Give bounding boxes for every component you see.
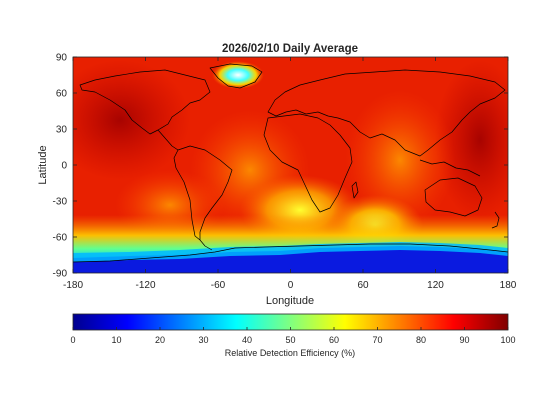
new-zealand-coastline (491, 211, 500, 229)
x-tick-label: -60 (211, 280, 226, 291)
south-america-coastline (173, 145, 233, 241)
colorbar-tick-label: 60 (329, 335, 339, 345)
y-tick-label: 0 (61, 161, 67, 172)
colorbar-tick-label: 50 (285, 335, 295, 345)
colorbar-tick-label: 80 (416, 335, 426, 345)
y-tick-label: 90 (56, 53, 68, 64)
map-plot-area (73, 57, 508, 273)
colorbar-tick-label: 30 (198, 335, 208, 345)
x-tick-label: 0 (288, 280, 294, 291)
x-axis-label: Longitude (266, 295, 314, 307)
colorbar-tick-label: 100 (500, 335, 515, 345)
antarctica-coastline (73, 243, 508, 263)
y-axis-label: Latitude (37, 145, 49, 184)
africa-coastline (263, 113, 353, 213)
x-tick-label: -120 (135, 280, 155, 291)
colorbar-tick-label: 40 (242, 335, 252, 345)
coastlines (73, 63, 508, 263)
y-axis-ticks: 90 60 30 0 -30 -60 -90 (53, 53, 508, 280)
europe-asia-coastline (267, 69, 506, 157)
orange-region-indian (345, 90, 455, 230)
antarctic-peninsula-coastline (199, 239, 213, 251)
y-tick-label: 30 (56, 125, 68, 136)
antarctic-coast-band (73, 242, 508, 262)
y-tick-label: -90 (53, 269, 68, 280)
x-tick-label: 120 (427, 280, 444, 291)
x-tick-label: 180 (500, 280, 517, 291)
greenland-coastline (209, 63, 263, 89)
y-tick-label: 60 (56, 89, 68, 100)
antarctic-low-efficiency-region (73, 246, 508, 273)
x-tick-label: -180 (63, 280, 83, 291)
chart-title: 2026/02/10 Daily Average (222, 43, 358, 55)
madagascar-coastline (351, 181, 359, 199)
colorbar-label: Relative Detection Efficiency (%) (225, 348, 355, 358)
north-america-coastline (79, 69, 211, 135)
x-axis-ticks: -180 -120 -60 0 60 120 180 (63, 57, 517, 291)
x-tick-label: 60 (357, 280, 369, 291)
colorbar-tick-label: 70 (372, 335, 382, 345)
dark-red-region-west (73, 60, 190, 180)
colorbar-ticks: 0 10 20 30 40 50 60 70 80 90 100 (70, 327, 516, 345)
colorbar-tick-label: 90 (459, 335, 469, 345)
australia-coastline (424, 177, 483, 217)
maritime-continent-coastline (419, 159, 481, 177)
greenland-high-efficiency-region (212, 61, 264, 89)
colorbar-tick-label: 10 (111, 335, 121, 345)
colorbar-tick-label: 0 (70, 335, 75, 345)
colorbar-tick-label: 20 (155, 335, 165, 345)
y-tick-label: -30 (53, 197, 68, 208)
central-america-coastline (157, 129, 179, 151)
y-tick-label: -60 (53, 233, 68, 244)
